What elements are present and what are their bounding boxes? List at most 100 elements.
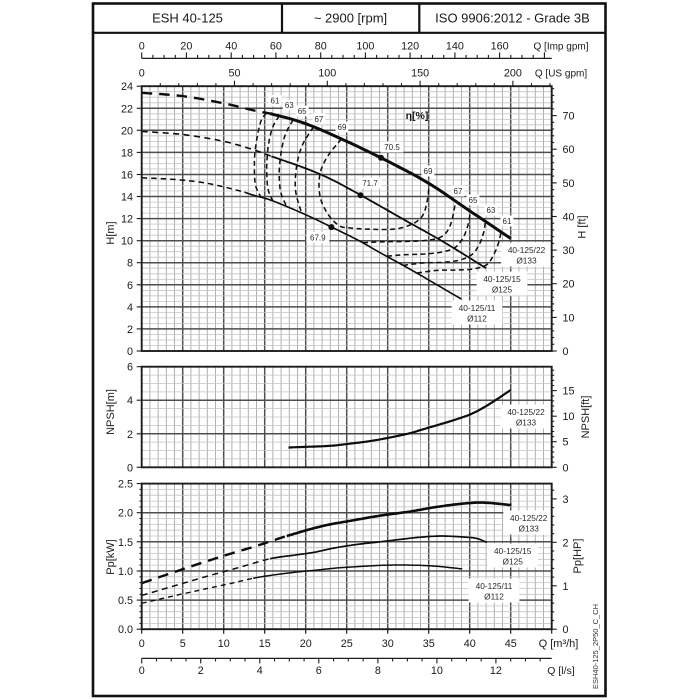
svg-text:2: 2: [563, 537, 569, 549]
svg-text:0: 0: [127, 346, 133, 358]
svg-text:NPSH[ft]: NPSH[ft]: [580, 396, 592, 439]
svg-text:10: 10: [218, 638, 230, 650]
svg-text:4: 4: [127, 302, 133, 314]
svg-text:5: 5: [180, 638, 186, 650]
svg-text:12: 12: [490, 665, 502, 677]
svg-text:6: 6: [316, 665, 322, 677]
svg-text:5: 5: [563, 437, 569, 449]
svg-text:1.5: 1.5: [118, 537, 133, 549]
svg-text:65: 65: [298, 107, 307, 116]
svg-text:20: 20: [300, 638, 312, 650]
svg-text:0: 0: [563, 624, 569, 636]
svg-text:0.0: 0.0: [118, 624, 133, 636]
svg-text:69: 69: [424, 167, 433, 176]
svg-text:30: 30: [563, 245, 575, 257]
svg-text:Q [US gpm]: Q [US gpm]: [535, 68, 587, 79]
svg-text:12: 12: [121, 214, 133, 226]
svg-text:10: 10: [563, 312, 575, 324]
svg-text:40-125/15: 40-125/15: [494, 546, 532, 556]
svg-text:60: 60: [270, 41, 282, 53]
svg-text:20: 20: [563, 279, 575, 291]
svg-text:Ø125: Ø125: [503, 556, 524, 566]
svg-text:2: 2: [198, 665, 204, 677]
svg-text:120: 120: [401, 41, 419, 53]
svg-text:Ø133: Ø133: [519, 523, 540, 533]
svg-text:67.9: 67.9: [310, 233, 326, 242]
svg-text:70: 70: [563, 111, 575, 123]
svg-text:0: 0: [139, 638, 145, 650]
svg-text:Q [Imp gpm]: Q [Imp gpm]: [533, 42, 588, 53]
svg-text:65: 65: [469, 196, 478, 205]
svg-text:61: 61: [503, 217, 512, 226]
svg-text:69: 69: [338, 123, 347, 132]
svg-text:15: 15: [563, 386, 575, 398]
svg-text:0: 0: [127, 462, 133, 474]
svg-text:200: 200: [504, 67, 522, 79]
svg-text:40: 40: [563, 212, 575, 224]
svg-text:0: 0: [563, 346, 569, 358]
svg-text:Pp[HP]: Pp[HP]: [572, 539, 584, 574]
svg-text:2: 2: [127, 429, 133, 441]
svg-text:67: 67: [314, 115, 323, 124]
svg-text:25: 25: [341, 638, 353, 650]
svg-text:ESH40-125_2P50_C_CH: ESH40-125_2P50_C_CH: [591, 604, 600, 689]
svg-text:2.5: 2.5: [118, 479, 133, 491]
svg-text:Q [m³/h]: Q [m³/h]: [539, 638, 579, 650]
svg-text:Ø125: Ø125: [492, 284, 513, 294]
svg-text:160: 160: [491, 41, 509, 53]
svg-text:20: 20: [121, 125, 133, 137]
svg-text:6: 6: [127, 280, 133, 292]
svg-text:63: 63: [487, 206, 496, 215]
svg-text:14: 14: [121, 192, 133, 204]
svg-text:1: 1: [563, 581, 569, 593]
svg-text:Ø112: Ø112: [484, 591, 504, 601]
svg-text:40: 40: [464, 638, 476, 650]
svg-text:35: 35: [423, 638, 435, 650]
svg-text:40-125/11: 40-125/11: [476, 581, 513, 591]
svg-text:60: 60: [563, 144, 575, 156]
svg-text:Pp[kW]: Pp[kW]: [105, 539, 117, 574]
svg-text:2.0: 2.0: [118, 508, 133, 520]
svg-text:50: 50: [563, 178, 575, 190]
svg-text:18: 18: [121, 147, 133, 159]
svg-text:40-125/22: 40-125/22: [507, 407, 545, 417]
svg-text:ESH 40-125: ESH 40-125: [152, 11, 223, 26]
svg-text:24: 24: [121, 81, 133, 93]
svg-text:4: 4: [127, 395, 133, 407]
svg-text:67: 67: [454, 187, 463, 196]
svg-text:80: 80: [315, 41, 327, 53]
svg-text:40-125/22: 40-125/22: [510, 513, 548, 523]
svg-text:2: 2: [127, 324, 133, 336]
svg-text:NPSH[m]: NPSH[m]: [105, 389, 117, 435]
svg-text:~ 2900 [rpm]: ~ 2900 [rpm]: [314, 11, 387, 26]
svg-text:0: 0: [563, 462, 569, 474]
svg-text:40-125/15: 40-125/15: [483, 274, 521, 284]
svg-text:8: 8: [127, 258, 133, 270]
svg-text:50: 50: [228, 67, 240, 79]
svg-text:140: 140: [446, 41, 464, 53]
svg-text:Q [l/s]: Q [l/s]: [547, 665, 575, 677]
svg-text:η[%]: η[%]: [406, 110, 429, 122]
svg-text:45: 45: [505, 638, 517, 650]
svg-text:4: 4: [257, 665, 263, 677]
svg-text:0.5: 0.5: [118, 595, 133, 607]
svg-text:40: 40: [225, 41, 237, 53]
svg-text:Ø133: Ø133: [516, 417, 537, 427]
svg-text:Ø112: Ø112: [467, 313, 487, 323]
svg-text:1.0: 1.0: [118, 566, 133, 578]
svg-text:150: 150: [411, 67, 429, 79]
svg-text:20: 20: [180, 41, 192, 53]
svg-text:3: 3: [563, 494, 569, 506]
svg-text:10: 10: [563, 411, 575, 423]
svg-text:8: 8: [375, 665, 381, 677]
svg-text:6: 6: [127, 362, 133, 374]
svg-text:H[m]: H[m]: [105, 221, 117, 244]
svg-text:70.5: 70.5: [384, 143, 400, 152]
svg-text:40-125/22: 40-125/22: [508, 245, 546, 255]
svg-text:63: 63: [285, 101, 294, 110]
svg-text:ISO 9906:2012 - Grade 3B: ISO 9906:2012 - Grade 3B: [435, 11, 590, 26]
svg-text:100: 100: [318, 67, 336, 79]
svg-text:0: 0: [139, 665, 145, 677]
svg-text:61: 61: [271, 96, 280, 105]
svg-text:40-125/11: 40-125/11: [459, 303, 496, 313]
